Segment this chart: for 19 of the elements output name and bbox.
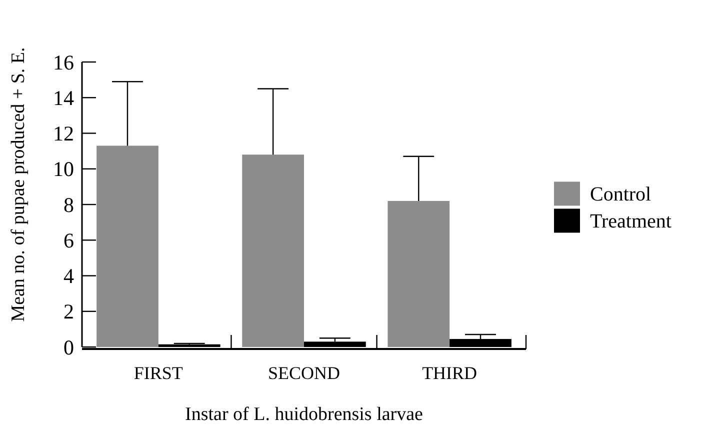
- legend-label: Control: [590, 184, 652, 206]
- x-tick-label: SECOND: [268, 363, 340, 383]
- y-tick-label: 10: [53, 157, 74, 182]
- y-tick-label: 4: [64, 264, 74, 288]
- y-tick-label: 12: [53, 122, 74, 146]
- x-tick-label: FIRST: [134, 363, 183, 383]
- bar: [388, 200, 450, 347]
- y-tick-label: 2: [64, 300, 74, 324]
- y-tick-label: 16: [53, 50, 74, 74]
- y-axis-title: Mean no. of pupae produced + S. E.: [8, 47, 29, 322]
- y-tick-label: 14: [53, 86, 74, 110]
- bar: [96, 146, 158, 347]
- x-axis-title: Instar of L. huidobrensis larvae: [185, 404, 423, 425]
- y-tick-label: 6: [64, 228, 74, 252]
- legend-label: Treatment: [590, 210, 672, 233]
- y-tick-label: 8: [64, 192, 74, 217]
- y-tick-label: 0: [64, 335, 74, 360]
- bar: [242, 154, 304, 347]
- x-tick-label: THIRD: [422, 363, 478, 383]
